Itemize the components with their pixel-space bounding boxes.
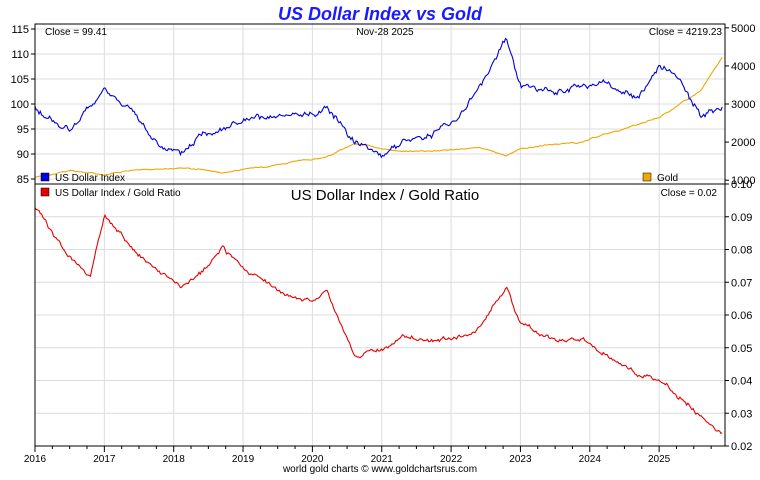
gold-legend-label: Gold [657, 173, 678, 184]
main-title: US Dollar Index vs Gold [278, 4, 483, 24]
ratio-axis-label: 0.05 [731, 343, 752, 355]
ratio-panel-title: US Dollar Index / Gold Ratio [291, 187, 479, 204]
footer-credit: world gold charts © www.goldchartsrus.co… [282, 464, 477, 475]
ratio-axis-label: 0.10 [731, 179, 752, 191]
x-tick-label: 2022 [440, 454, 463, 465]
ratio-axis-label: 0.07 [731, 277, 752, 289]
usd-axis-label: 85 [17, 174, 29, 186]
x-tick-label: 2024 [579, 454, 602, 465]
usd-axis-label: 105 [11, 74, 29, 86]
x-tick-label: 2023 [509, 454, 532, 465]
x-tick-label: 2021 [371, 454, 394, 465]
x-tick-label: 2025 [648, 454, 671, 465]
ratio-series-line [34, 207, 723, 434]
ratio-axis-label: 0.08 [731, 245, 752, 257]
gold-axis-label: 1000 [731, 175, 755, 187]
usd-legend-swatch [40, 172, 50, 182]
usd-legend-label: US Dollar Index [55, 173, 125, 184]
usd-axis-label: 100 [11, 99, 29, 111]
gold-axis-label: 4000 [731, 61, 755, 73]
gold-axis-label: 5000 [731, 23, 755, 35]
x-tick-label: 2019 [232, 454, 255, 465]
ratio-axis-label: 0.04 [731, 376, 752, 388]
ratio-legend-label: US Dollar Index / Gold Ratio [55, 188, 181, 199]
usd-axis-label: 110 [11, 49, 29, 61]
x-tick-label: 2018 [163, 454, 186, 465]
gold-axis-label: 3000 [731, 99, 755, 111]
tick-layer: 2016 2017 2018 2019 2020 2021 2022 2023 2024 2025… [11, 23, 756, 465]
usd-close-label: Close = 99.41 [45, 27, 107, 38]
x-tick-label: 2020 [301, 454, 324, 465]
gold-legend-swatch [642, 172, 652, 182]
gold-axis-label: 2000 [731, 137, 755, 149]
usd-axis-label: 115 [11, 24, 29, 36]
usd-axis-label: 95 [17, 124, 29, 136]
x-tick-label: 2016 [24, 454, 47, 465]
ratio-close-label: Close = 0.02 [661, 188, 718, 199]
usd-axis-label: 90 [17, 149, 29, 161]
usd-series-line [34, 37, 723, 159]
series-layer [34, 37, 723, 434]
ratio-axis-label: 0.03 [731, 408, 752, 420]
ratio-legend-swatch [40, 187, 50, 197]
gold-series-line [34, 57, 723, 178]
date-label: Nov-28 2025 [356, 27, 414, 38]
x-tick-label: 2017 [93, 454, 116, 465]
gold-close-label: Close = 4219.23 [649, 27, 723, 38]
grid-layer [34, 24, 725, 447]
ratio-axis-label: 0.02 [731, 441, 752, 453]
ratio-axis-label: 0.06 [731, 310, 752, 322]
ratio-axis-label: 0.09 [731, 212, 752, 224]
